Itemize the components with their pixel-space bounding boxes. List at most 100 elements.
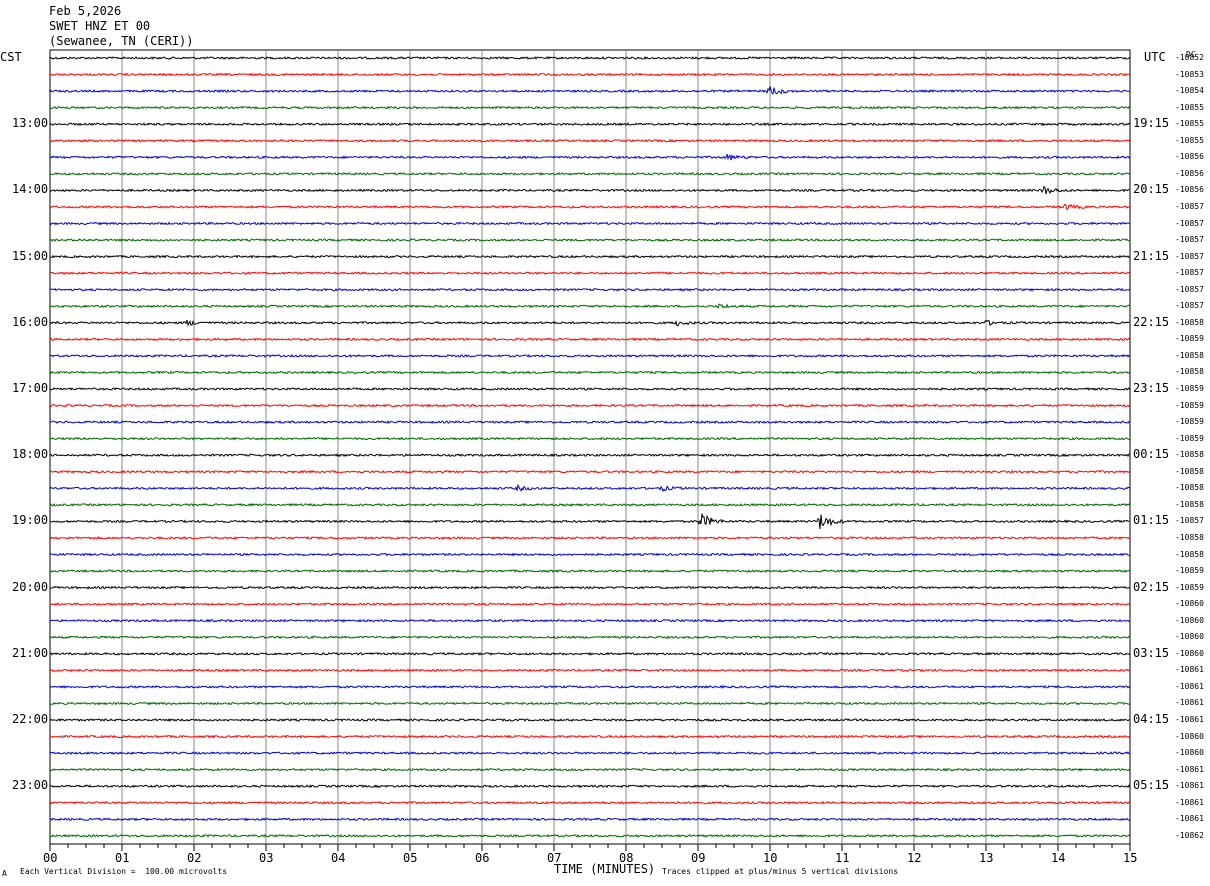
- trace-red: [49, 734, 1131, 739]
- trace-blue: [49, 86, 1130, 96]
- trace-green: [49, 105, 1131, 110]
- dc-offset-label: -10859: [1175, 384, 1204, 393]
- dc-offset-label: -10855: [1175, 135, 1204, 145]
- trace-black: [50, 254, 1131, 259]
- x-tick-label: 09: [691, 851, 706, 865]
- x-tick-label: 08: [619, 851, 634, 865]
- x-tick-label: 02: [187, 851, 202, 865]
- trace-red: [49, 602, 1131, 607]
- left-hour-label: 19:00: [12, 513, 49, 528]
- dc-offset-label: -10861: [1175, 781, 1204, 791]
- right-hour-label: 04:15: [1133, 712, 1170, 726]
- trace-green: [49, 569, 1130, 574]
- dc-offset-label: -10859: [1175, 417, 1204, 427]
- trace-black: [49, 55, 1131, 60]
- dc-offset-label: -10853: [1175, 69, 1204, 79]
- dc-offset-label: -10861: [1175, 681, 1204, 691]
- dc-offset-label: -10856: [1175, 185, 1204, 195]
- dc-label: DC: [1186, 50, 1196, 59]
- trace-red: [49, 203, 1131, 211]
- trace-blue: [49, 817, 1131, 822]
- dc-offset-label: -10858: [1175, 317, 1204, 327]
- dc-offset-label: -10858: [1175, 466, 1204, 476]
- grid-lines: [49, 49, 1131, 845]
- dc-offset-label: -10861: [1175, 814, 1204, 824]
- right-hour-label: 01:15: [1133, 513, 1170, 528]
- dc-offset-label: -10861: [1175, 715, 1204, 724]
- x-tick-label: 10: [763, 851, 778, 865]
- x-tick-label: 05: [403, 851, 418, 865]
- footer-mark: A: [2, 869, 7, 878]
- x-tick-label: 15: [1123, 851, 1138, 865]
- trace-black: [49, 185, 1130, 195]
- dc-offset-label: -10860: [1175, 648, 1204, 658]
- trace-black: [49, 387, 1131, 392]
- dc-offset-label: -10855: [1175, 102, 1204, 112]
- trace-blue: [49, 684, 1131, 690]
- dc-offset-label: -10860: [1175, 615, 1204, 625]
- dc-offset-label: -10859: [1175, 433, 1204, 443]
- dc-offset-label: -10857: [1175, 284, 1204, 294]
- right-hour-label: 19:15: [1133, 116, 1170, 131]
- trace-black: [49, 319, 1131, 327]
- date-label: Feb 5,2026: [49, 4, 122, 18]
- dc-offset-label: -10857: [1175, 235, 1204, 245]
- trace-black: [49, 784, 1131, 789]
- trace-blue: [49, 420, 1131, 425]
- trace-black: [50, 513, 1131, 530]
- trace-red: [49, 271, 1131, 276]
- dc-offset-label: -10858: [1175, 532, 1204, 542]
- dc-offset-label: -10857: [1175, 201, 1204, 211]
- trace-blue: [49, 153, 1131, 161]
- dc-offset-label: -10858: [1175, 483, 1204, 493]
- trace-green: [49, 238, 1131, 243]
- trace-red: [49, 138, 1131, 143]
- dc-offset-label: -10854: [1175, 86, 1204, 96]
- x-tick-label: 06: [475, 851, 490, 865]
- trace-blue: [49, 483, 1131, 493]
- right-hour-label: 02:15: [1133, 579, 1170, 594]
- dc-offset-label: -10857: [1175, 268, 1204, 278]
- x-tick-label: 00: [43, 851, 58, 865]
- trace-red: [49, 72, 1131, 77]
- dc-offset-label: -10858: [1175, 350, 1204, 360]
- dc-offset-label: -10856: [1175, 152, 1204, 162]
- dc-offset-label: -10855: [1175, 119, 1204, 129]
- trace-green: [49, 171, 1131, 176]
- trace-black: [49, 585, 1131, 590]
- dc-offset-label: -10860: [1175, 632, 1204, 642]
- dc-offset-label: -10856: [1175, 168, 1204, 178]
- right-hour-label: 00:15: [1133, 447, 1170, 462]
- dc-offset-label: -10860: [1175, 599, 1204, 609]
- left-hour-label: 20:00: [12, 579, 49, 594]
- dc-offset-label: -10857: [1175, 301, 1204, 311]
- trace-green: [49, 701, 1131, 706]
- trace-red: [49, 668, 1131, 673]
- left-hour-label: 16:00: [12, 314, 49, 329]
- dc-offset-label: -10862: [1175, 830, 1204, 840]
- dc-offset-label: -10857: [1175, 516, 1204, 526]
- plot-frame: [49, 49, 1131, 845]
- dc-offset-label: -10858: [1175, 367, 1204, 377]
- x-tick-label: 12: [907, 851, 922, 865]
- dc-offset-label: -10859: [1175, 566, 1204, 576]
- left-hour-label: 21:00: [12, 645, 49, 660]
- trace-green: [49, 370, 1131, 375]
- dc-offset-label: -10859: [1175, 334, 1204, 344]
- dc-offset-label: -10859: [1175, 582, 1204, 592]
- trace-blue: [49, 552, 1130, 557]
- x-tick-label: 07: [547, 851, 562, 865]
- x-axis-title: TIME (MINUTES): [554, 862, 656, 876]
- dc-offset-label: -10860: [1175, 748, 1204, 758]
- trace-black: [49, 651, 1131, 656]
- dc-offset-label: -10861: [1175, 698, 1204, 708]
- right-hour-label: 22:15: [1133, 314, 1170, 329]
- trace-blue: [49, 221, 1131, 226]
- left-hour-label: 14:00: [12, 182, 49, 197]
- station-label: SWET HNZ ET 00: [49, 19, 151, 33]
- trace-green: [49, 767, 1131, 772]
- clip-note: Traces clipped at plus/minus 5 vertical …: [662, 867, 899, 876]
- left-hour-label: 13:00: [12, 116, 49, 131]
- trace-black: [49, 718, 1131, 723]
